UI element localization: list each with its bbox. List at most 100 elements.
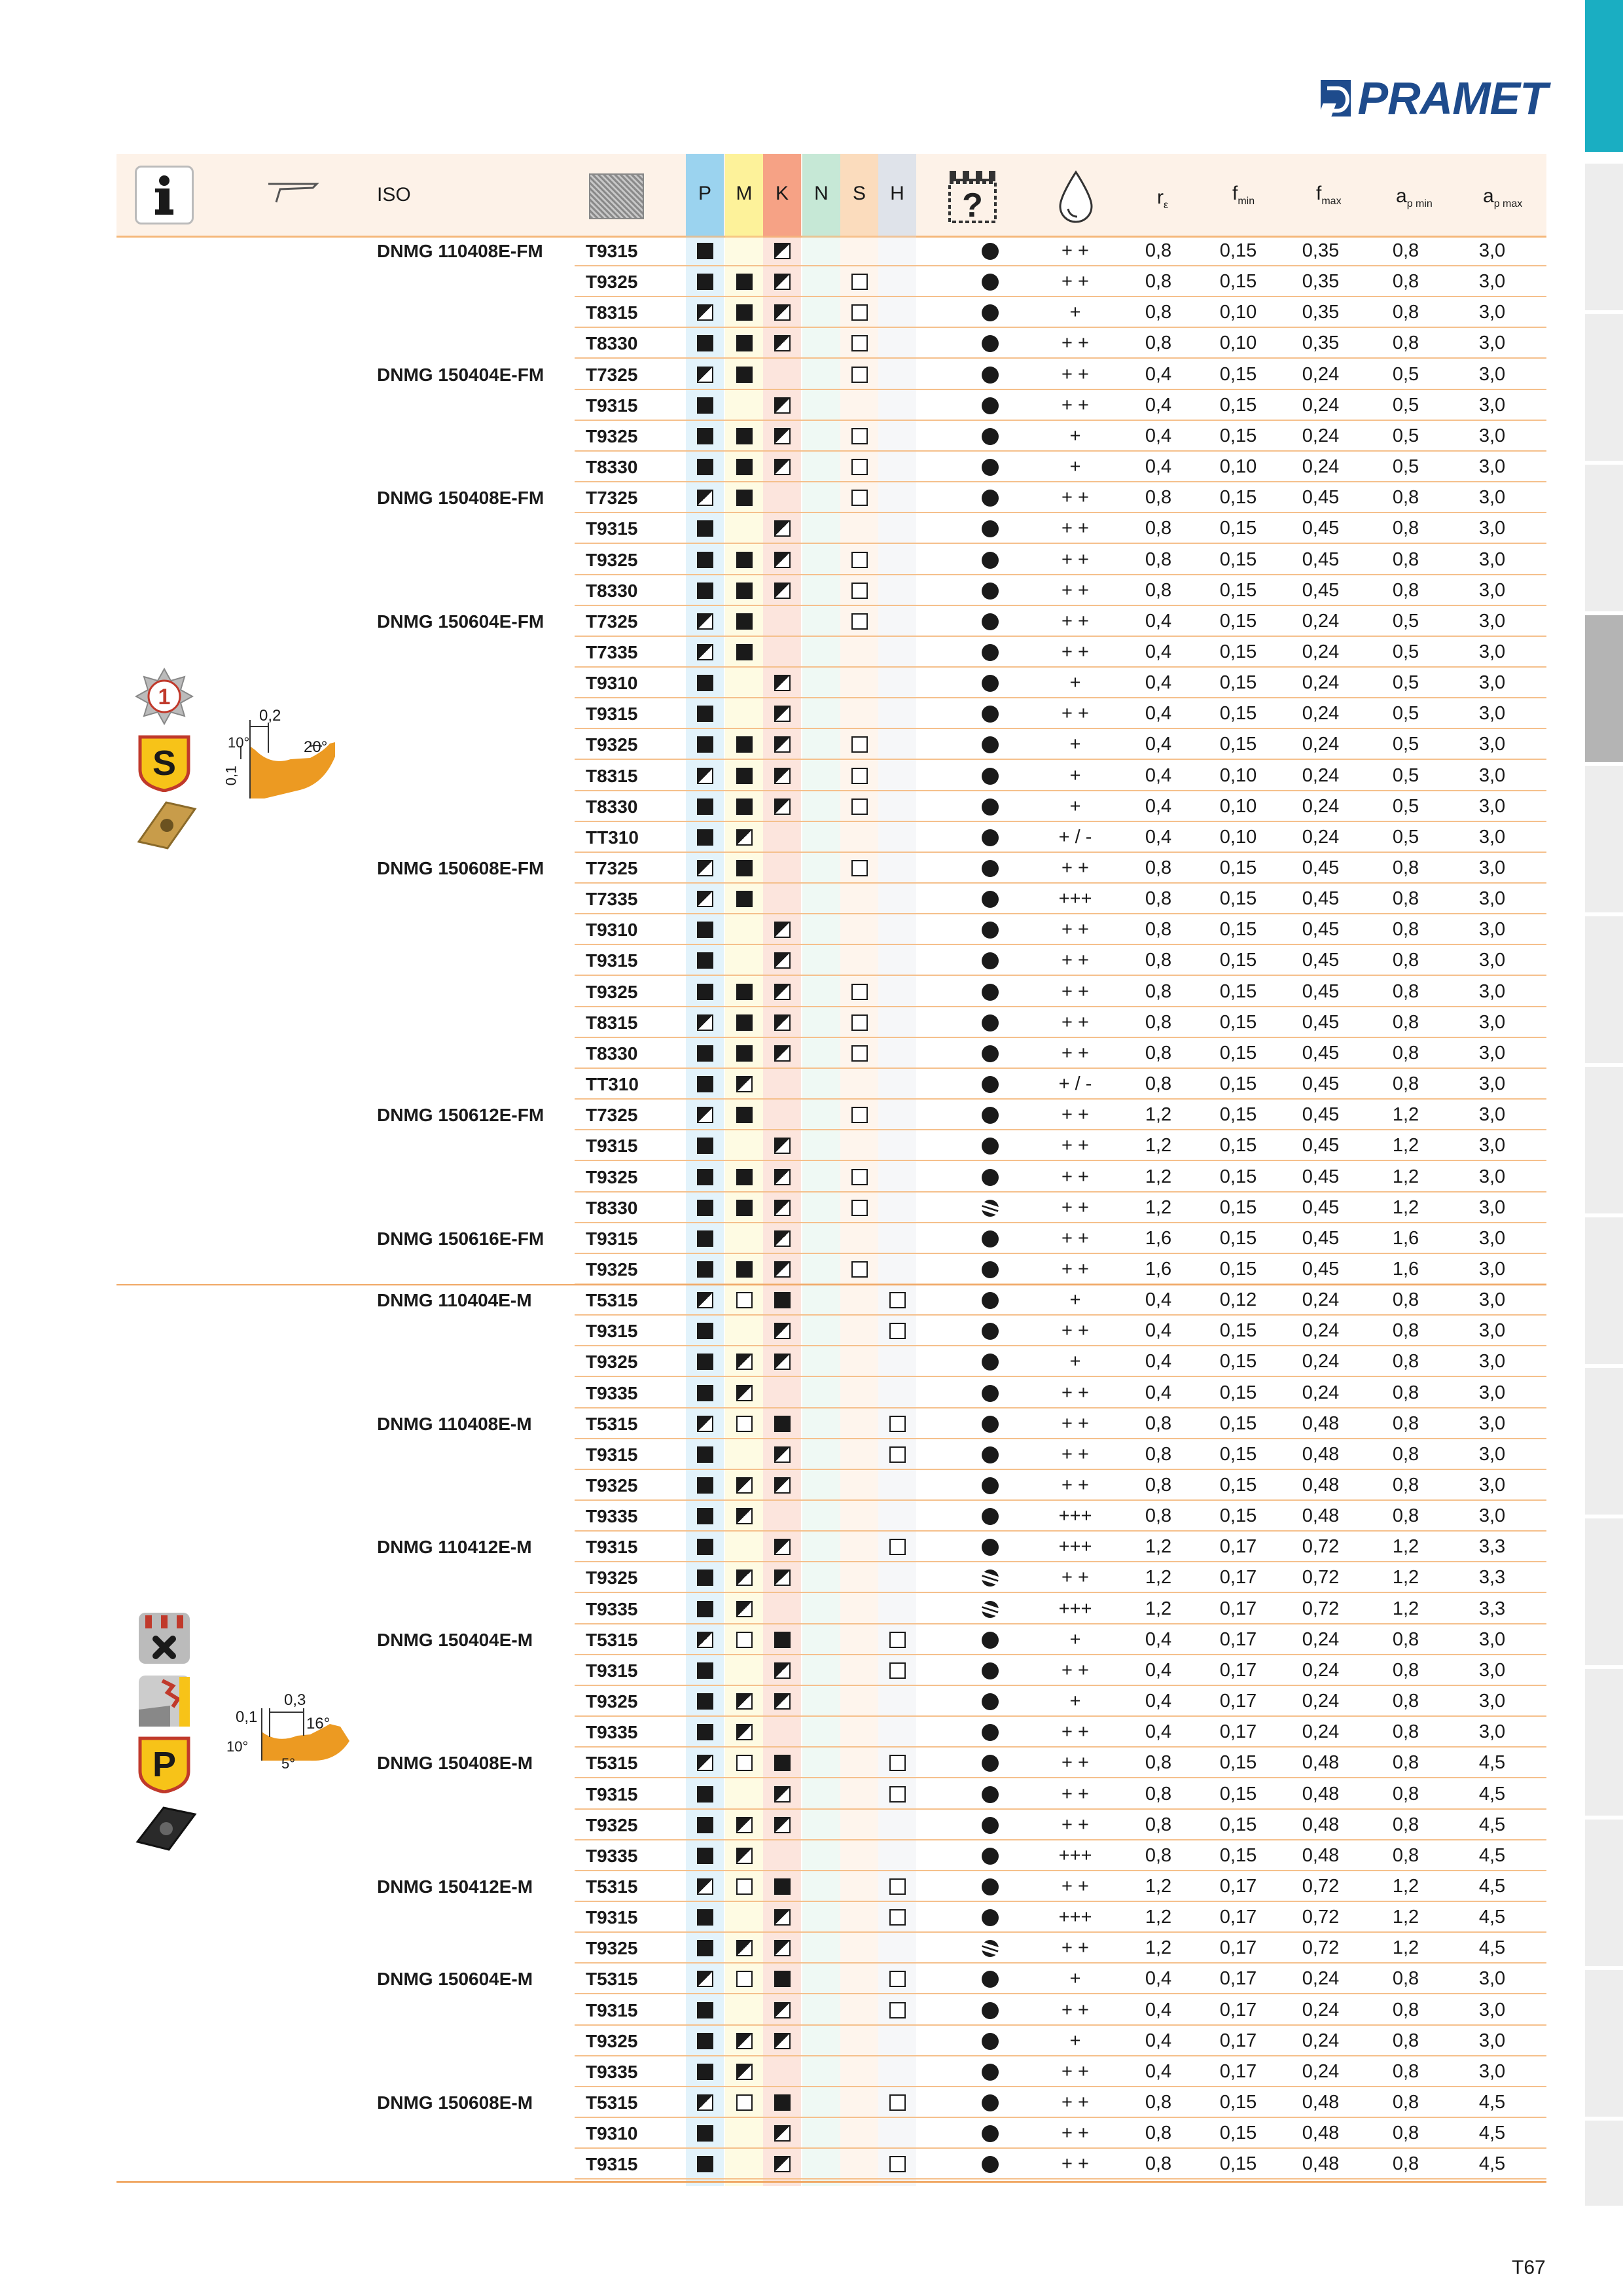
suitability-s-icon [851,767,868,784]
side-tab-2[interactable] [1585,164,1623,310]
suitability-m-icon [736,798,753,815]
depth-min: 0,8 [1392,1721,1419,1743]
side-tab-3[interactable] [1585,314,1623,461]
table-row: DNMG 150408E-FM T7325 + + 0,8 0,15 0,45 0,8 3,0 [116,482,1546,514]
coolant-rating: + + [1061,1042,1089,1064]
feed-max: 0,45 [1302,548,1340,570]
depth-max: 3,0 [1478,610,1506,632]
material-col-h: H [878,154,916,236]
grade-code: T8330 [586,796,638,817]
row-divider [575,789,1546,791]
table-row: T9325 + + 0,8 0,15 0,45 0,8 3,0 [116,545,1546,575]
suitability-k-icon [774,1662,791,1679]
continuous-cut-icon [982,2094,999,2111]
depth-min: 0,5 [1392,795,1419,817]
grade-code: T9310 [586,920,638,941]
continuous-cut-icon [982,1693,999,1711]
side-tab-7[interactable] [1585,916,1623,1063]
side-tab-14[interactable] [1585,1970,1623,2117]
p-shield-icon: P [136,1734,192,1797]
feed-min: 0,15 [1219,919,1257,941]
iso-code: DNMG 150408E-FM [377,488,544,509]
suitability-m-icon [736,983,753,1000]
table-header: P M K N S H ISO ? rε fmin fmax ap min ap max [116,154,1546,238]
side-tab-4[interactable] [1585,465,1623,611]
corner-radius: 0,4 [1145,1659,1172,1681]
continuous-cut-icon [982,1785,999,1803]
grade-code: T9315 [586,1784,638,1804]
suitability-h-icon [889,1631,906,1648]
suitability-p-icon [697,1755,713,1772]
depth-max: 3,0 [1478,240,1506,261]
coolant-rating: + + [1061,1752,1089,1774]
side-tab-13[interactable] [1585,1820,1623,1966]
coolant-rating: + + [1061,579,1089,601]
grade-code: TT310 [586,827,639,848]
row-divider [575,944,1546,946]
svg-text:S: S [152,744,176,783]
suitability-k-icon [774,427,791,444]
continuous-cut-icon [982,1230,999,1247]
col-apmax: ap max [1483,185,1523,209]
corner-radius: 0,8 [1145,1475,1172,1496]
fm-angle-right: 20° [304,738,328,756]
suitability-m-icon [736,582,753,599]
depth-min: 0,5 [1392,425,1419,446]
side-tab-6[interactable] [1585,766,1623,912]
iso-code: DNMG 150612E-FM [377,1105,544,1126]
suitability-p-icon [697,1477,713,1494]
side-tab-9[interactable] [1585,1217,1623,1364]
feed-max: 0,48 [1302,1783,1340,1804]
suitability-h-icon [889,1785,906,1803]
grade-code: T9315 [586,1228,638,1249]
suitability-m-icon [736,1415,753,1432]
side-tab-11[interactable] [1585,1518,1623,1665]
row-divider [575,327,1546,329]
feed-min: 0,17 [1219,2060,1257,2082]
s-shield-icon: S [136,733,192,795]
corner-radius: 0,4 [1145,363,1172,385]
side-tab-12[interactable] [1585,1669,1623,1816]
corner-radius: 0,4 [1145,1691,1172,1712]
suitability-p-icon [697,304,713,321]
grade-code: TT310 [586,1074,639,1095]
feed-max: 0,48 [1302,2092,1340,2113]
side-tab-1[interactable] [1585,0,1623,152]
table-row: T8330 + + 0,8 0,10 0,35 0,8 3,0 [116,328,1546,359]
continuous-cut-icon [982,1107,999,1124]
table-row: T8330 +0,4 0,10 0,24 0,5 3,0 [116,452,1546,483]
feed-min: 0,12 [1219,1289,1257,1311]
side-tab-15[interactable] [1585,2121,1623,2206]
feed-max: 0,35 [1302,332,1340,354]
continuous-cut-icon [982,1631,999,1649]
side-tab-8[interactable] [1585,1067,1623,1213]
m-angle-right: 16° [306,1715,330,1732]
info-icon[interactable] [135,166,194,224]
row-divider [575,1715,1546,1717]
table-row: T9315 + + 0,8 0,15 0,45 0,8 3,0 [116,513,1546,545]
suitability-p-icon [697,397,713,414]
suitability-k-icon [774,2094,791,2111]
corner-radius: 0,4 [1145,1382,1172,1403]
side-tab-5[interactable] [1585,615,1623,762]
wear-resistance-icon [136,1610,192,1670]
side-tab-10[interactable] [1585,1368,1623,1515]
row-divider [575,2024,1546,2026]
feed-min: 0,17 [1219,1567,1257,1588]
corner-radius: 0,4 [1145,394,1172,416]
iso-code: DNMG 150404E-FM [377,364,544,385]
suitability-h-icon [889,1662,906,1679]
continuous-cut-icon [982,767,999,785]
depth-min: 0,5 [1392,610,1419,632]
col-apmin: ap min [1396,185,1433,209]
coolant-rating: +++ [1058,1907,1092,1928]
suitability-k-icon [774,1261,791,1278]
grade-code: T8330 [586,580,638,601]
coolant-rating: + + [1061,950,1089,971]
suitability-p-icon [697,582,713,599]
suitability-h-icon [889,1323,906,1340]
material-label-p: P [698,183,711,204]
row-divider [575,1067,1546,1069]
grade-code: T9325 [586,1938,638,1959]
corner-radius: 0,8 [1145,1011,1172,1033]
